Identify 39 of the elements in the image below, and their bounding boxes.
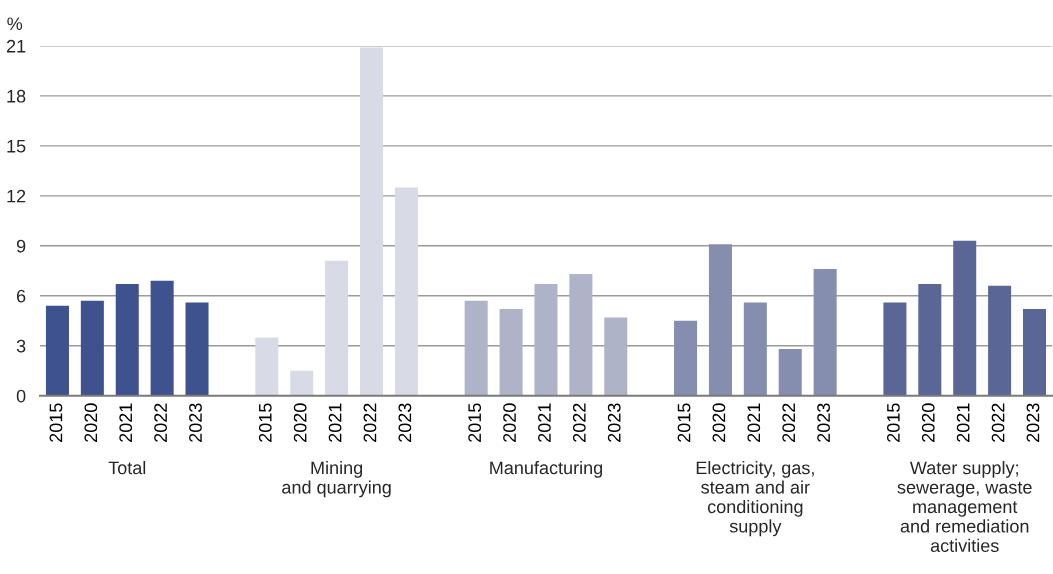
text: 2022 bbox=[782, 403, 796, 442]
x-tick-label: Electricity, gas, steam and air conditioning supply bbox=[696, 460, 814, 537]
text: 2020 bbox=[921, 403, 935, 442]
text: 2023 bbox=[607, 403, 621, 442]
text: 2023 bbox=[1026, 403, 1040, 442]
x-tick-label: Water supply; sewerage, waste management and remediation activities bbox=[897, 460, 1032, 553]
text: 2020 bbox=[503, 403, 516, 442]
y-tick-label: 6 bbox=[17, 289, 26, 303]
x-tick-label: Mining and quarrying bbox=[282, 460, 391, 498]
text: 2021 bbox=[538, 403, 551, 442]
text: 2022 bbox=[572, 403, 586, 442]
y-tick-label: 15 bbox=[7, 139, 26, 153]
text: 2021 bbox=[747, 403, 761, 442]
text: 2020 bbox=[84, 403, 98, 442]
y-tick-label: 12 bbox=[7, 189, 26, 203]
text: 2015 bbox=[886, 403, 900, 442]
text: 2023 bbox=[398, 403, 412, 442]
text: 2015 bbox=[49, 403, 63, 442]
y-tick-label: 9 bbox=[16, 239, 26, 253]
text: 2023 bbox=[817, 403, 830, 442]
text: 2015 bbox=[468, 403, 482, 442]
text: 2021 bbox=[956, 403, 970, 442]
text: 2020 bbox=[293, 403, 307, 442]
y-tick-label: 3 bbox=[16, 339, 26, 353]
y-tick-label: 18 bbox=[7, 89, 26, 103]
y-tick-label: 21 bbox=[6, 39, 26, 53]
y-axis-title: % bbox=[7, 17, 23, 31]
text: 2022 bbox=[154, 403, 167, 442]
text: 2022 bbox=[363, 403, 377, 442]
x-tick-label: Manufacturing bbox=[490, 460, 603, 478]
text: 2021 bbox=[119, 403, 133, 442]
text: 2020 bbox=[712, 403, 726, 442]
x-tick-label: Total bbox=[108, 460, 146, 475]
text: 2015 bbox=[258, 403, 272, 442]
text: 2023 bbox=[189, 403, 202, 442]
text: 2021 bbox=[328, 403, 342, 442]
y-tick-label: 0 bbox=[16, 389, 26, 403]
text: 2022 bbox=[991, 403, 1005, 442]
text: 2015 bbox=[677, 403, 691, 442]
